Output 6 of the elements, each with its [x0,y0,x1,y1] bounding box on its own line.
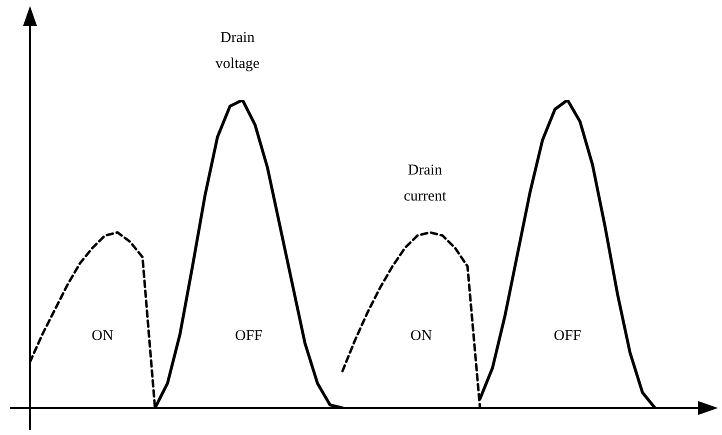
annotation: ON [92,328,114,344]
annotation: OFF [234,328,263,344]
annotation: OFF [554,328,582,344]
text: Drain voltage [215,30,260,72]
annotation: ON [410,328,432,344]
text: Drain current [404,162,448,204]
